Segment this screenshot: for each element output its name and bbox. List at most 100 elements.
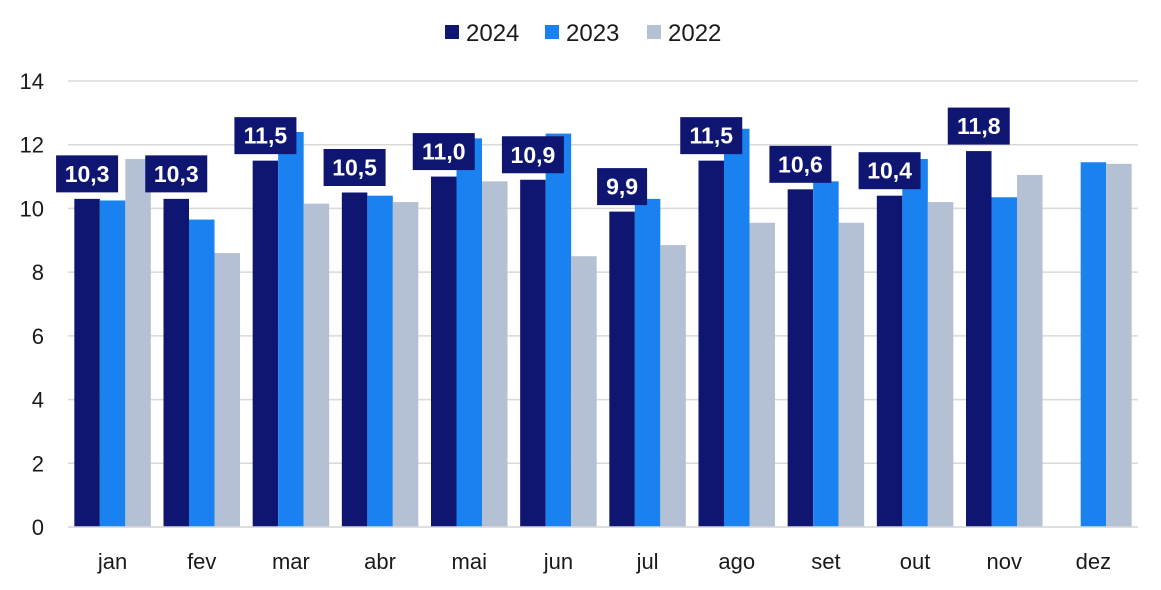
data-label-box (501, 136, 564, 174)
bar-2022-ago (749, 222, 775, 527)
legend-item-2024: 2024 (445, 20, 519, 47)
bar-2022-set (838, 222, 865, 527)
x-tick-label-jun: jun (543, 549, 573, 574)
legend-item-2023: 2023 (545, 20, 619, 47)
data-labels: 10,3 10,3 11,5 10,5 11,0 10,9 9,9 11,5 10,6 10,4 1… (56, 107, 1010, 206)
data-label-box (769, 145, 832, 183)
data-label-text: 11,8 (957, 113, 1001, 139)
y-tick-label: 6 (32, 324, 44, 349)
bar-2023-out (902, 159, 928, 528)
bars (74, 128, 1132, 528)
bar-2023-jan (99, 200, 126, 527)
data-label-text: 11,5 (690, 123, 734, 149)
bar-2022-jun (571, 256, 597, 527)
data-label-text: 10,5 (332, 155, 377, 181)
data-label-text: 10,3 (65, 161, 110, 187)
data-label-box (323, 149, 386, 186)
legend-label: 2022 (668, 20, 721, 47)
bar-2022-out (927, 202, 954, 528)
bar-2022-mai (482, 181, 508, 527)
data-label-text: 9,9 (606, 174, 638, 200)
bar-2024-jun (520, 179, 546, 527)
bar-2024-jul (609, 211, 635, 527)
data-label-text: 11,0 (422, 139, 466, 165)
bar-2024-ago (698, 160, 724, 527)
y-tick-label: 4 (32, 388, 44, 413)
bar-2023-jul (634, 198, 661, 527)
bar-2024-mar (252, 160, 279, 527)
data-label-jul: 9,9 (597, 168, 648, 206)
bar-2023-fev (189, 219, 215, 528)
bar-2024-mai (431, 176, 457, 528)
bar-2022-mar (303, 203, 330, 527)
bar-2024-fev (163, 198, 189, 527)
data-label-mar: 11,5 (234, 117, 297, 155)
bar-2023-mar (278, 131, 304, 527)
y-axis: 0 2 4 6 8 10 12 14 (20, 69, 44, 540)
x-tick-label-jan: jan (97, 549, 127, 574)
x-tick-label-out: out (900, 549, 931, 574)
data-label-fev: 10,3 (145, 155, 208, 193)
bar-2023-ago (724, 128, 750, 528)
data-label-text: 10,4 (867, 158, 912, 184)
bar-2023-jun (545, 133, 572, 528)
data-label-ago: 11,5 (680, 117, 743, 155)
legend-swatch (445, 25, 459, 39)
x-tick-label-mai: mai (452, 549, 487, 574)
x-axis: jan fev mar abr mai jun jul ago set out nov dez (68, 526, 1138, 574)
data-label-out: 10,4 (858, 152, 921, 190)
bar-2022-jan (125, 159, 151, 528)
x-tick-label-dez: dez (1076, 549, 1111, 574)
legend-label: 2024 (466, 20, 519, 47)
y-tick-label: 10 (20, 196, 44, 221)
bar-2024-nov (966, 151, 992, 528)
y-tick-label: 12 (20, 133, 44, 158)
legend-label: 2023 (566, 20, 619, 47)
data-label-abr: 10,5 (323, 149, 386, 186)
data-label-box (412, 133, 475, 171)
y-tick-label: 2 (32, 451, 44, 476)
data-label-box (234, 117, 297, 155)
data-label-box (947, 107, 1010, 145)
data-label-box (56, 155, 119, 193)
data-label-jun: 10,9 (501, 136, 564, 174)
data-label-nov: 11,8 (947, 107, 1010, 145)
data-label-jan: 10,3 (56, 155, 119, 193)
bar-2022-jul (660, 245, 686, 528)
data-label-box (597, 168, 648, 206)
bar-2022-nov (1017, 174, 1043, 527)
x-tick-label-mar: mar (272, 549, 310, 574)
bar-2022-fev (214, 253, 240, 527)
data-label-text: 10,9 (511, 142, 556, 168)
bar-2022-abr (392, 202, 419, 528)
bar-2022-dez (1106, 163, 1132, 528)
data-label-text: 10,6 (778, 151, 823, 177)
x-tick-label-ago: ago (718, 549, 755, 574)
legend-item-2022: 2022 (647, 20, 721, 47)
bar-2023-set (813, 181, 839, 527)
data-label-box (680, 117, 743, 155)
x-tick-label-set: set (811, 549, 840, 574)
legend-swatch (545, 25, 559, 39)
data-label-box (858, 152, 921, 190)
data-label-box (145, 155, 208, 193)
bar-2023-mai (456, 138, 482, 528)
y-tick-label: 14 (20, 69, 44, 94)
bar-2024-set (787, 189, 814, 528)
bar-2023-abr (367, 195, 393, 527)
y-tick-label: 0 (32, 515, 44, 540)
legend: 2024 2023 2022 (445, 20, 721, 47)
x-tick-label-nov: nov (987, 549, 1022, 574)
bar-2024-jan (74, 198, 100, 527)
bar-2024-abr (341, 192, 368, 527)
bar-2024-out (876, 195, 903, 527)
y-tick-label: 8 (32, 260, 44, 285)
data-label-text: 11,5 (244, 123, 288, 149)
data-label-text: 10,3 (154, 161, 199, 187)
x-tick-label-abr: abr (364, 549, 396, 574)
legend-swatch (647, 25, 661, 39)
bar-2023-dez (1080, 162, 1107, 527)
x-tick-label-fev: fev (187, 549, 216, 574)
x-tick-label-jul: jul (636, 549, 659, 574)
